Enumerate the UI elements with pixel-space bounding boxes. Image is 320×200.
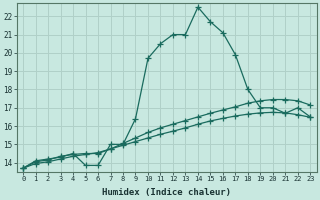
X-axis label: Humidex (Indice chaleur): Humidex (Indice chaleur) — [102, 188, 231, 197]
